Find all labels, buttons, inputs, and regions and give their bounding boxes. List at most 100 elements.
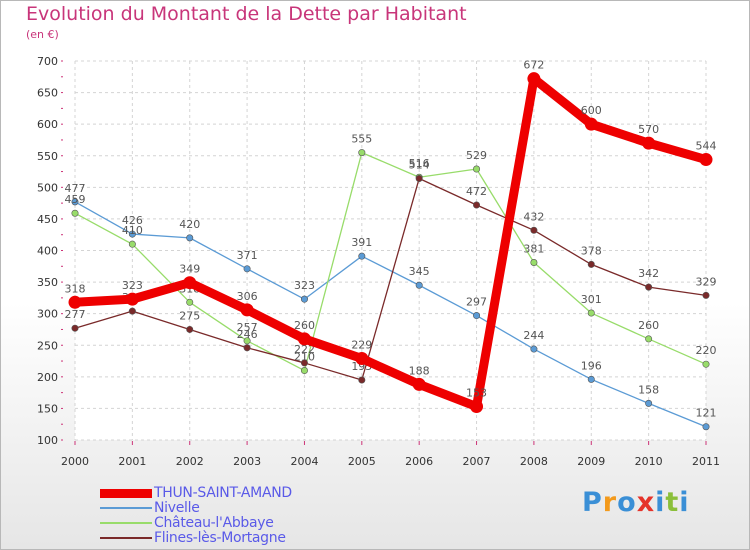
- y-tick-label: 100: [37, 434, 58, 447]
- x-tick-label: 2006: [405, 455, 433, 468]
- data-label: 323: [294, 279, 315, 292]
- y-tick-label: 500: [37, 181, 58, 194]
- legend-label: Château-l'Abbaye: [154, 515, 274, 531]
- data-label: 297: [466, 296, 487, 309]
- data-label: 544: [696, 140, 717, 153]
- legend-item: Nivelle: [100, 500, 400, 516]
- chart-unit: (en €): [26, 28, 59, 41]
- data-point: [530, 226, 538, 234]
- data-point: [358, 149, 366, 157]
- legend: THUN-SAINT-AMAND Nivelle Château-l'Abbaye F…: [100, 485, 400, 546]
- logo-letter: i: [679, 487, 690, 518]
- data-point: [128, 230, 136, 238]
- data-label: 529: [466, 149, 487, 162]
- data-label: 222: [294, 343, 315, 356]
- x-tick-label: 2010: [635, 455, 663, 468]
- data-label: 420: [179, 218, 200, 231]
- data-label: 220: [696, 344, 717, 357]
- data-point: [186, 298, 194, 306]
- y-tick-label: 350: [37, 276, 58, 289]
- data-label: 349: [179, 263, 200, 276]
- series-line: [74, 177, 707, 381]
- data-label: 260: [638, 319, 659, 332]
- y-tick-label: 650: [37, 87, 58, 100]
- data-point: [702, 360, 710, 368]
- data-label: 329: [696, 275, 717, 288]
- data-label: 246: [237, 328, 258, 341]
- legend-item: THUN-SAINT-AMAND: [100, 485, 400, 501]
- legend-label: THUN-SAINT-AMAND: [154, 485, 292, 501]
- y-tick-label: 700: [37, 55, 58, 68]
- data-point: [587, 260, 595, 268]
- series-line: [74, 151, 707, 372]
- x-tick-label: 2003: [233, 455, 261, 468]
- data-point: [358, 252, 366, 260]
- data-label: 196: [581, 359, 602, 372]
- data-point: [300, 295, 308, 303]
- data-point: [470, 400, 484, 414]
- data-label: 158: [638, 383, 659, 396]
- data-point: [125, 292, 139, 306]
- data-point: [186, 234, 194, 242]
- data-label: 342: [638, 267, 659, 280]
- data-label: 555: [351, 133, 372, 146]
- x-tick-label: 2001: [118, 455, 146, 468]
- data-point: [415, 174, 423, 182]
- data-point: [412, 377, 426, 391]
- data-point: [128, 240, 136, 248]
- data-label: 257: [237, 321, 258, 334]
- data-label: 672: [523, 59, 544, 72]
- data-point: [473, 201, 481, 209]
- data-label: 275: [179, 309, 200, 322]
- data-label: 210: [294, 351, 315, 364]
- data-point: [243, 337, 251, 345]
- data-label: 477: [65, 182, 86, 195]
- data-point: [243, 344, 251, 352]
- x-tick-label: 2007: [463, 455, 491, 468]
- data-point: [702, 423, 710, 431]
- data-label: 306: [237, 290, 258, 303]
- data-point: [186, 325, 194, 333]
- data-point: [527, 72, 541, 86]
- legend-item: Château-l'Abbaye: [100, 515, 400, 531]
- data-label: 381: [523, 243, 544, 256]
- logo-letter: o: [617, 487, 637, 518]
- data-label: 229: [351, 339, 372, 352]
- data-label: 432: [523, 210, 544, 223]
- data-label: 514: [409, 158, 430, 171]
- data-label: 391: [351, 236, 372, 249]
- line-chart: 100 150 200 250 300 350 400 450 500 550 600 650 700 2…: [37, 55, 720, 468]
- data-label: 459: [65, 193, 86, 206]
- data-point: [68, 295, 82, 309]
- data-point: [530, 259, 538, 267]
- legend-label: Nivelle: [154, 500, 200, 516]
- data-point: [128, 307, 136, 315]
- legend-swatch: [100, 488, 152, 498]
- data-point: [642, 136, 656, 150]
- x-tick-label: 2004: [290, 455, 318, 468]
- data-point: [415, 281, 423, 289]
- data-point: [71, 209, 79, 217]
- y-tick-label: 600: [37, 118, 58, 131]
- data-point: [243, 265, 251, 273]
- data-point: [71, 198, 79, 206]
- data-label: 318: [65, 282, 86, 295]
- data-label: 426: [122, 214, 143, 227]
- data-point: [645, 335, 653, 343]
- chart-title: Evolution du Montant de la Dette par Hab…: [26, 3, 467, 25]
- data-label: 153: [466, 387, 487, 400]
- data-label: 260: [294, 319, 315, 332]
- logo-letter: P: [582, 487, 603, 518]
- logo-letter: r: [602, 487, 618, 518]
- data-point: [702, 291, 710, 299]
- data-point: [645, 399, 653, 407]
- data-point: [71, 324, 79, 332]
- data-label: 277: [65, 308, 86, 321]
- data-point: [587, 375, 595, 383]
- series-line: [70, 74, 711, 412]
- y-tick-label: 400: [37, 245, 58, 258]
- data-label: 378: [581, 244, 602, 257]
- data-point: [297, 332, 311, 346]
- data-label: 301: [581, 293, 602, 306]
- data-label: 570: [638, 123, 659, 136]
